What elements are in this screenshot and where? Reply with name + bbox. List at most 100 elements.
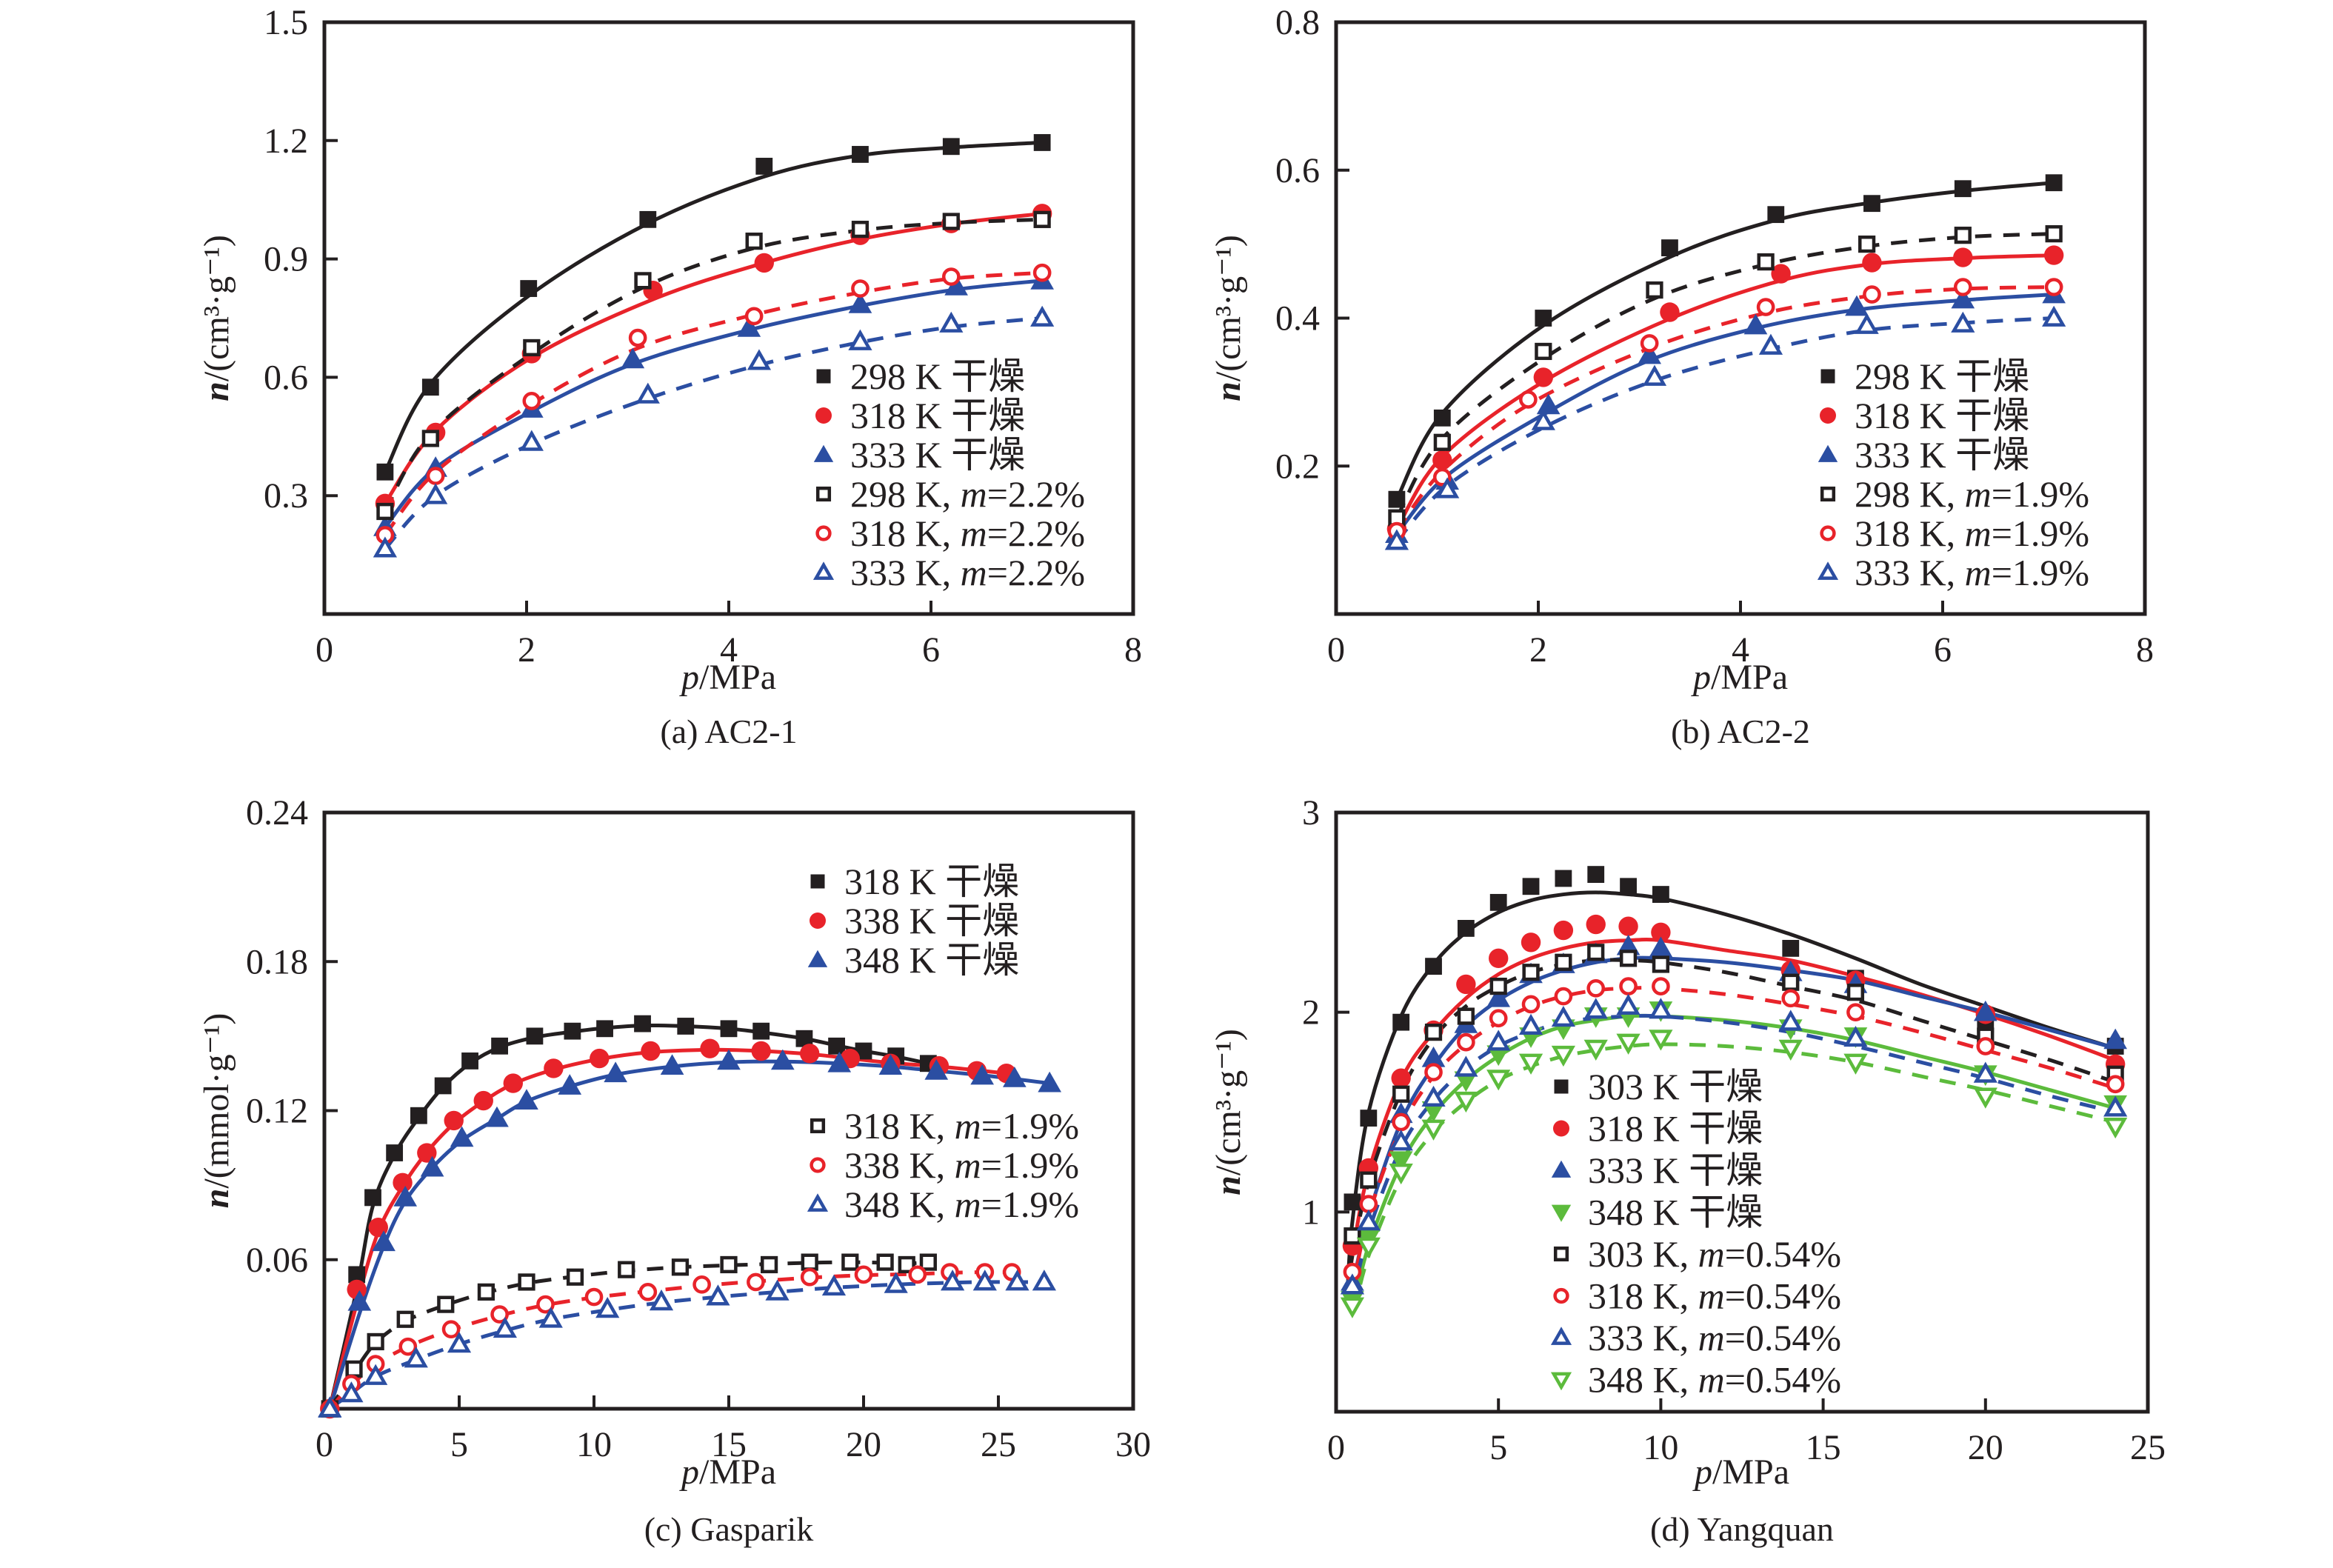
data-point bbox=[1649, 936, 1673, 958]
data-point bbox=[747, 349, 772, 370]
data-point bbox=[1486, 1030, 1511, 1051]
data-point bbox=[447, 1332, 472, 1353]
data-point bbox=[393, 1172, 413, 1192]
x-tick-label: 15 bbox=[1806, 1428, 1841, 1467]
legend-entry: 333 K, m=0.54% bbox=[1550, 1317, 1841, 1358]
data-point bbox=[1843, 1025, 1868, 1047]
data-point bbox=[1389, 1151, 1413, 1172]
data-point bbox=[852, 146, 869, 163]
y-axis-title: n/(mmol·g⁻¹) bbox=[197, 1013, 236, 1209]
data-point bbox=[800, 1267, 819, 1287]
legend-entry: 318 K, m=2.2% bbox=[815, 513, 1085, 554]
legend-entry: 333 K 干燥 bbox=[1551, 1150, 1763, 1191]
data-point bbox=[1954, 227, 1972, 244]
data-point bbox=[386, 1144, 404, 1161]
legend-marker bbox=[1551, 1204, 1572, 1222]
panel-caption: (c) Gasparik bbox=[644, 1510, 814, 1548]
data-point bbox=[1743, 313, 1768, 335]
data-point bbox=[393, 1186, 418, 1207]
series-318-k-m-0-54- bbox=[1343, 977, 2125, 1281]
data-point bbox=[1389, 1130, 1413, 1151]
data-point bbox=[450, 1126, 474, 1147]
y-tick-label: 0.8 bbox=[1275, 3, 1320, 42]
series-318-k-m-1-9- bbox=[1387, 278, 2063, 541]
panel-caption: (d) Yangquan bbox=[1650, 1510, 1834, 1548]
data-point bbox=[1649, 998, 1673, 1019]
data-point bbox=[944, 275, 968, 296]
series-338-k- bbox=[320, 1038, 1017, 1419]
legend-marker bbox=[815, 407, 832, 424]
data-point bbox=[1660, 302, 1680, 322]
legend-marker bbox=[1550, 1372, 1572, 1391]
fit-curve-318-k-m-1-9- bbox=[1395, 285, 2055, 533]
data-point bbox=[1533, 367, 1554, 387]
data-point bbox=[2106, 1075, 2125, 1094]
data-point bbox=[649, 1289, 674, 1311]
data-point bbox=[1616, 1033, 1641, 1055]
legend-entry: 348 K 干燥 bbox=[807, 939, 1019, 981]
data-point bbox=[1038, 1071, 1061, 1092]
data-point bbox=[1457, 1007, 1475, 1025]
y-tick-label: 0.12 bbox=[246, 1092, 308, 1131]
data-point bbox=[770, 1049, 795, 1070]
data-point bbox=[526, 1027, 544, 1045]
data-point bbox=[1522, 878, 1540, 895]
legend-entry: 318 K 干燥 bbox=[1553, 1108, 1763, 1150]
x-axis-title: p/MPa bbox=[679, 1452, 776, 1492]
data-point bbox=[491, 1037, 508, 1055]
data-point bbox=[1489, 978, 1507, 995]
data-point bbox=[1425, 958, 1442, 975]
series-318-k- bbox=[1386, 245, 2064, 539]
series-298-k- bbox=[376, 134, 1051, 481]
data-point bbox=[884, 1272, 908, 1293]
fit-curve-333-k- bbox=[1395, 293, 2055, 536]
legend-entry: 338 K 干燥 bbox=[810, 900, 1019, 941]
data-point bbox=[942, 138, 960, 156]
legend-label: 318 K 干燥 bbox=[850, 395, 1025, 436]
data-point bbox=[795, 1030, 813, 1047]
data-point bbox=[854, 1265, 873, 1284]
data-point bbox=[635, 382, 660, 404]
data-point bbox=[1973, 1000, 1997, 1021]
data-point bbox=[426, 467, 445, 485]
legend-entry: 318 K, m=1.9% bbox=[1820, 513, 2089, 554]
legend-label: 318 K 干燥 bbox=[844, 861, 1019, 902]
legend-marker bbox=[812, 561, 835, 580]
fit-curve-298-k- bbox=[383, 140, 1043, 473]
data-point bbox=[1587, 944, 1605, 961]
y-tick-label: 0.6 bbox=[1275, 151, 1320, 190]
series-348-k-m-1-9- bbox=[318, 1270, 1056, 1418]
data-point bbox=[1003, 1067, 1027, 1087]
data-point bbox=[941, 267, 961, 286]
legend-label: 303 K 干燥 bbox=[1588, 1066, 1763, 1107]
series-348-k- bbox=[318, 1049, 1061, 1418]
fit-curve-318-k- bbox=[1395, 253, 2055, 530]
data-point bbox=[1486, 986, 1511, 1007]
legend-entry: 338 K, m=1.9% bbox=[810, 1144, 1079, 1186]
data-point bbox=[628, 328, 647, 347]
y-tick-label: 0.24 bbox=[246, 793, 308, 833]
data-point bbox=[373, 536, 398, 558]
legend-entry: 318 K, m=1.9% bbox=[810, 1105, 1079, 1147]
data-point bbox=[752, 1022, 770, 1040]
data-point bbox=[827, 1051, 852, 1072]
data-point bbox=[1586, 914, 1606, 935]
data-point bbox=[1340, 1273, 1365, 1295]
data-point bbox=[1344, 1193, 1361, 1211]
data-point bbox=[720, 1255, 738, 1274]
data-point bbox=[566, 1268, 584, 1286]
data-point bbox=[367, 1332, 384, 1351]
x-tick-label: 25 bbox=[981, 1425, 1016, 1464]
data-point bbox=[898, 1255, 915, 1274]
data-point bbox=[1843, 1053, 1868, 1075]
data-point bbox=[1456, 974, 1476, 995]
data-point bbox=[1757, 253, 1775, 271]
x-tick-label: 6 bbox=[1934, 630, 1952, 670]
legend-label: 333 K 干燥 bbox=[1588, 1150, 1763, 1191]
data-point bbox=[841, 1253, 859, 1271]
data-point bbox=[1646, 281, 1663, 299]
fit-curve-298-k-m-2-2- bbox=[383, 217, 1043, 513]
legend-marker bbox=[1553, 1246, 1569, 1262]
legend-label: 318 K, m=2.2% bbox=[850, 513, 1085, 554]
y-tick-label: 0.06 bbox=[246, 1241, 308, 1280]
